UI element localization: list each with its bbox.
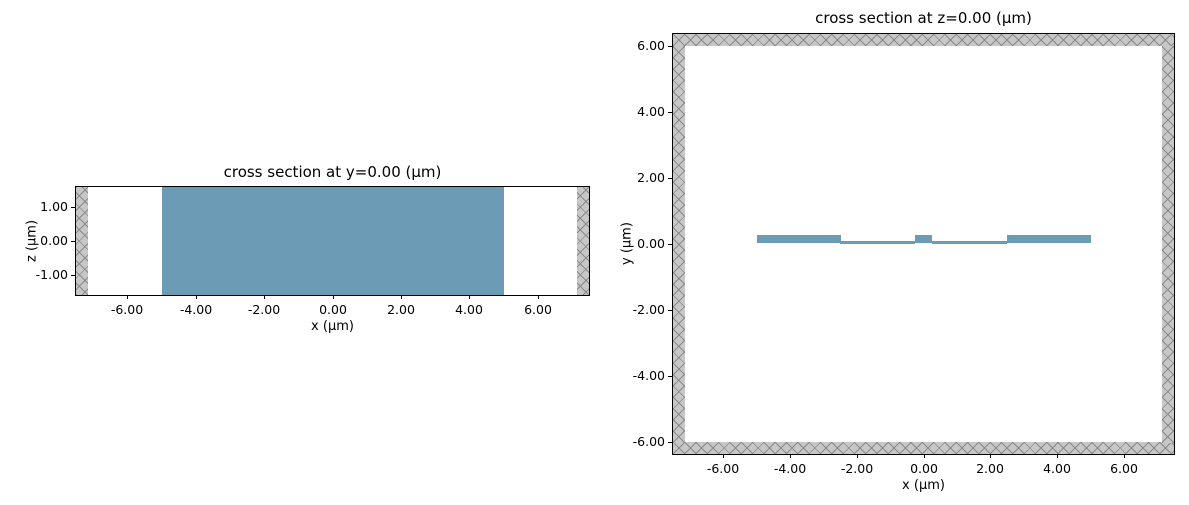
y-tick-label: 0.00 <box>40 233 68 248</box>
x-tick-label: 0.00 <box>910 461 938 476</box>
y-tick-label: -1.00 <box>35 267 68 282</box>
y-tick-mark <box>668 178 672 179</box>
structure-rect <box>915 235 932 243</box>
x-tick-label: 0.00 <box>319 302 347 317</box>
x-tick-label: 4.00 <box>455 302 483 317</box>
x-tick-mark <box>538 295 539 299</box>
right-plot-axes: -6.00 -4.00 -2.00 0.00 2.00 4.00 6.00 6.00 4.00 2… <box>633 33 1175 476</box>
y-tick-mark <box>668 442 672 443</box>
right-plot-title: cross section at z=0.00 (μm) <box>815 9 1032 27</box>
x-tick-mark <box>723 454 724 458</box>
x-tick-mark <box>401 295 402 299</box>
y-tick-mark <box>668 310 672 311</box>
x-tick-label: 2.00 <box>976 461 1004 476</box>
y-tick-mark <box>71 241 75 242</box>
pml-region <box>76 187 88 295</box>
structure-rect <box>840 241 915 244</box>
left-plot-ylabel: z (μm) <box>24 219 40 263</box>
x-tick-label: -4.00 <box>773 461 807 476</box>
pml-region <box>1162 46 1174 443</box>
x-tick-label: -2.00 <box>247 302 281 317</box>
left-plot-title: cross section at y=0.00 (μm) <box>223 163 442 181</box>
x-tick-label: -6.00 <box>110 302 144 317</box>
y-tick-label: 6.00 <box>637 38 665 53</box>
y-tick-mark <box>668 244 672 245</box>
x-tick-mark <box>127 295 128 299</box>
x-tick-mark <box>790 454 791 458</box>
x-tick-mark <box>333 295 334 299</box>
right-plot-area <box>673 34 1174 454</box>
right-plot-ylabel: y (μm) <box>619 222 635 266</box>
x-tick-label: -4.00 <box>179 302 213 317</box>
y-tick-label: 1.00 <box>40 199 68 214</box>
x-tick-label: 6.00 <box>524 302 552 317</box>
x-tick-mark <box>924 454 925 458</box>
y-tick-mark <box>668 112 672 113</box>
x-tick-mark <box>990 454 991 458</box>
pml-region <box>673 34 1174 46</box>
y-tick-mark <box>668 376 672 377</box>
structure-rect <box>162 187 504 295</box>
y-tick-mark <box>71 207 75 208</box>
x-tick-label: 2.00 <box>387 302 415 317</box>
structure-rect <box>757 235 841 243</box>
pml-region <box>673 442 1174 454</box>
y-tick-label: 2.00 <box>637 170 665 185</box>
pml-region <box>673 46 685 443</box>
x-tick-mark <box>1057 454 1058 458</box>
y-tick-label: 4.00 <box>637 104 665 119</box>
x-tick-mark <box>196 295 197 299</box>
y-tick-mark <box>71 275 75 276</box>
y-tick-label: -6.00 <box>632 434 665 449</box>
structure-rect <box>1007 235 1091 243</box>
x-tick-mark <box>857 454 858 458</box>
y-tick-label: 0.00 <box>637 236 665 251</box>
x-tick-mark <box>1124 454 1125 458</box>
left-plot-xlabel: x (μm) <box>311 319 354 334</box>
structure-rect <box>932 241 1007 244</box>
y-tick-label: -2.00 <box>632 302 665 317</box>
y-tick-mark <box>668 46 672 47</box>
x-tick-mark <box>469 295 470 299</box>
left-plot-area <box>76 187 589 295</box>
x-tick-label: 4.00 <box>1043 461 1071 476</box>
right-plot-xlabel: x (μm) <box>902 478 945 493</box>
x-tick-label: 6.00 <box>1110 461 1138 476</box>
left-plot-axes: -6.00 -4.00 -2.00 0.00 2.00 4.00 6.00 1.00 0.00 -… <box>36 186 590 317</box>
y-tick-label: -4.00 <box>632 368 665 383</box>
pml-region <box>577 187 589 295</box>
x-tick-mark <box>264 295 265 299</box>
x-tick-label: -2.00 <box>840 461 874 476</box>
x-tick-label: -6.00 <box>706 461 740 476</box>
